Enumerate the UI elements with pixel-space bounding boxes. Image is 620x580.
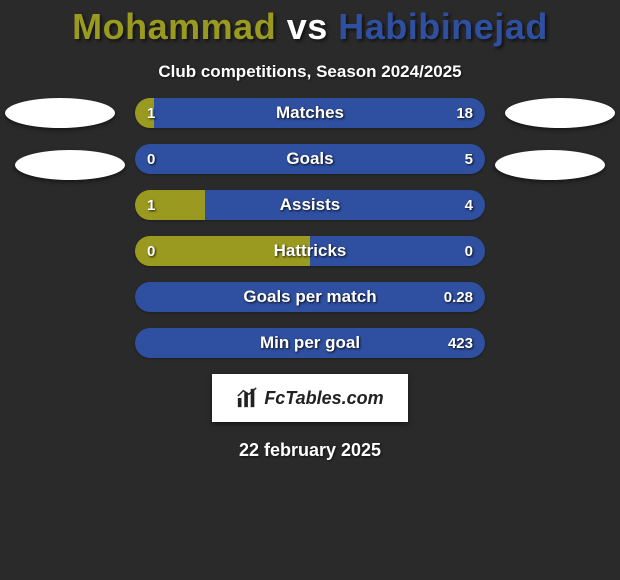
comparison-title: Mohammad vs Habibinejad [0,0,620,48]
stat-segment-right [135,328,485,358]
player-ellipse-left [5,98,115,128]
subtitle: Club competitions, Season 2024/2025 [0,62,620,82]
title-vs: vs [287,6,328,47]
brand-box: FcTables.com [212,374,408,422]
brand-text: FcTables.com [264,388,383,409]
title-player2: Habibinejad [338,6,548,47]
stat-segment-right [135,282,485,312]
stat-segment-right [135,144,485,174]
stat-row: Hattricks00 [135,236,485,266]
player-ellipse-right [495,150,605,180]
stat-row: Goals05 [135,144,485,174]
stat-row: Min per goal423 [135,328,485,358]
player-ellipse-left [15,150,125,180]
stat-row: Assists14 [135,190,485,220]
stat-row: Matches118 [135,98,485,128]
stat-segment-left [135,98,154,128]
stat-segment-right [205,190,485,220]
chart-area: Matches118 Goals05 Assists14 Hattricks00 Goa… [0,98,620,358]
stat-segment-left [135,236,310,266]
brand-chart-icon [236,387,258,409]
stat-bars: Matches118 Goals05 Assists14 Hattricks00 Goa… [135,98,485,358]
stat-segment-right [310,236,485,266]
player-ellipse-right [505,98,615,128]
stat-segment-left [135,190,205,220]
title-player1: Mohammad [72,6,276,47]
date-text: 22 february 2025 [0,440,620,461]
stat-segment-right [154,98,485,128]
stat-row: Goals per match0.28 [135,282,485,312]
